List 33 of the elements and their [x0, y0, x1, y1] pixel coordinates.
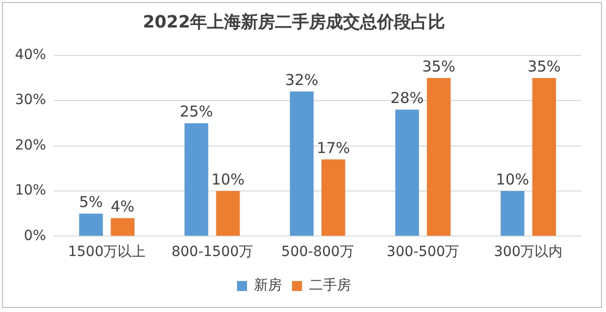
data-label: 17% [316, 138, 350, 157]
data-label: 5% [79, 192, 103, 211]
bar [395, 110, 419, 236]
data-label: 25% [180, 102, 214, 121]
data-label: 10% [211, 170, 245, 188]
data-label: 28% [390, 89, 424, 108]
data-label: 35% [422, 57, 456, 76]
bar [500, 191, 524, 236]
data-label: 35% [527, 57, 561, 76]
bar [216, 191, 240, 236]
data-label: 4% [110, 198, 135, 216]
legend-label: 新房 [254, 278, 282, 294]
y-tick-label: 30% [14, 92, 46, 108]
data-label: 10% [496, 170, 530, 188]
bar [184, 123, 208, 236]
bar [322, 159, 346, 236]
bar [426, 78, 451, 236]
bar [290, 92, 314, 236]
bar [79, 214, 103, 236]
x-tick-label: 300-500万 [386, 244, 460, 260]
y-tick-label: 10% [14, 182, 46, 199]
x-tick-label: 300万以内 [494, 244, 563, 260]
chart-title: 2022年上海新房二手房成交总价段占比 [142, 12, 446, 33]
y-tick-label: 0% [24, 228, 46, 244]
y-tick-label: 40% [14, 47, 46, 64]
legend-label: 二手房 [309, 278, 351, 294]
x-tick-label: 800-1500万 [171, 244, 253, 260]
data-label: 32% [285, 70, 318, 89]
x-tick-label: 1500万以上 [68, 244, 146, 260]
bar [532, 78, 556, 236]
x-tick-label: 500-800万 [281, 244, 354, 260]
bar [110, 218, 134, 236]
y-tick-label: 20% [14, 137, 46, 154]
